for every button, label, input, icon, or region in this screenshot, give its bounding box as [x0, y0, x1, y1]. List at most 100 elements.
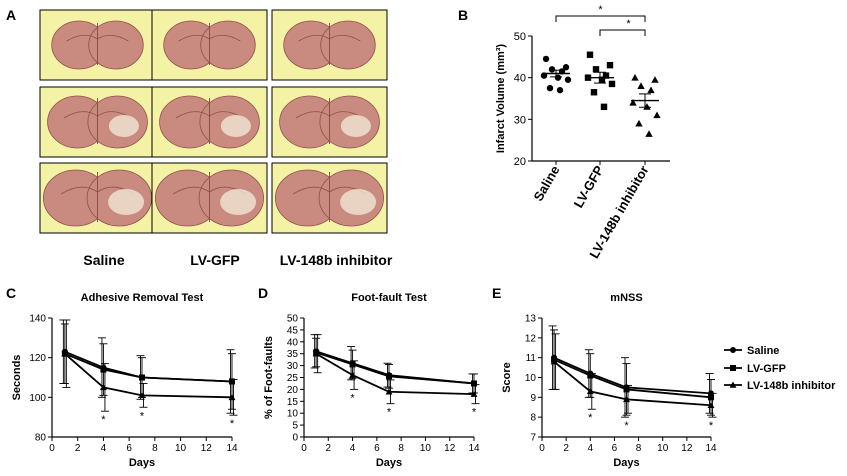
- data-point-2-0: [631, 73, 639, 81]
- y-axis-title: % of Foot-faults: [263, 336, 275, 419]
- x-tick-label: 6: [126, 443, 132, 454]
- chart-title: mNSS: [610, 292, 642, 304]
- legend-marker-circle: [730, 347, 736, 353]
- x-tick-label: 8: [398, 443, 404, 454]
- x-tick-label: 6: [374, 443, 380, 454]
- data-point-1-1: [587, 372, 594, 379]
- x-tick-label: 12: [681, 443, 693, 454]
- significance-star-1: *: [626, 18, 631, 30]
- legend-label: LV-GFP: [747, 363, 786, 375]
- x-tick-label: 10: [420, 443, 432, 454]
- y-tick-label: 7: [530, 433, 536, 444]
- corpus-callosum: [63, 111, 132, 119]
- brain-hemisphere-right: [200, 20, 256, 70]
- corpus-callosum: [172, 186, 247, 195]
- data-point-1-1: [349, 361, 356, 368]
- data-point-1-2: [592, 66, 600, 73]
- data-point-2-0: [312, 350, 320, 357]
- y-tick-label: 120: [29, 353, 46, 364]
- group-label-saline: Saline: [83, 252, 124, 268]
- y-tick-label: 10: [525, 373, 537, 384]
- panel-c: C Adhesive Removal Test 80 100 120 140 0 2 4 6 8 10…: [6, 285, 238, 469]
- significance-bracket-1: [599, 29, 646, 36]
- y-axis-title: Seconds: [11, 355, 23, 401]
- y-tick-label: 20: [514, 156, 526, 168]
- data-point-0-0: [542, 55, 550, 63]
- corpus-callosum: [175, 111, 244, 119]
- brain-hemisphere-right: [320, 20, 376, 70]
- series-line-1: [64, 352, 233, 383]
- data-point-2-0: [550, 358, 558, 365]
- y-tick-label: 8: [530, 413, 536, 424]
- group-label-lv-gfp: LV-GFP: [190, 252, 240, 268]
- data-point-2-4: [629, 98, 637, 106]
- infarct-lesion: [220, 189, 257, 215]
- data-point-1-1: [100, 366, 107, 373]
- y-tick-label: 45: [287, 325, 299, 336]
- category-label-1: LV-GFP: [571, 163, 607, 211]
- brain-tile-lv-gfp-1: [151, 9, 268, 81]
- panel-letter-a: A: [6, 7, 16, 23]
- data-point-0-6: [564, 76, 572, 83]
- data-point-1-1: [606, 61, 614, 69]
- y-tick-label: 20: [287, 385, 299, 396]
- data-point-2-7: [635, 119, 643, 127]
- y-tick-label: 5: [292, 421, 298, 432]
- brain-tile-lv-gfp-3: [151, 162, 268, 234]
- panel-letter-b: B: [458, 7, 468, 23]
- significance-star-2: *: [709, 420, 714, 432]
- x-axis-title: Days: [613, 457, 639, 469]
- series-line-1: [315, 351, 475, 385]
- brain-tile-lv-148b-inhibitor-3: [271, 162, 388, 234]
- brain-tile-saline-3: [39, 162, 156, 234]
- y-tick-label: 80: [35, 433, 47, 444]
- x-tick-label: 8: [152, 443, 158, 454]
- data-point-1-6: [608, 80, 616, 88]
- x-tick-label: 2: [75, 443, 81, 454]
- corpus-callosum: [66, 34, 129, 42]
- group-label-lv-148b-inhibitor: LV-148b inhibitor: [280, 252, 393, 268]
- legend-marker-triangle: [729, 381, 737, 388]
- x-tick-label: 0: [49, 443, 55, 454]
- data-point-1-8: [600, 103, 608, 111]
- y-tick-label: 12: [525, 333, 537, 344]
- x-tick-label: 8: [636, 443, 642, 454]
- corpus-callosum: [298, 34, 361, 42]
- x-tick-label: 2: [326, 443, 332, 454]
- data-point-2-3: [470, 390, 478, 397]
- significance-star-1: *: [624, 420, 629, 432]
- y-tick-label: 25: [287, 373, 299, 384]
- brain-tile-lv-gfp-2: [151, 86, 268, 158]
- data-point-2-2: [623, 395, 630, 403]
- x-axis-title: Days: [129, 457, 155, 469]
- brain-tile-lv-148b-inhibitor-2: [271, 86, 388, 158]
- x-tick-label: 12: [201, 443, 213, 454]
- significance-star-0: *: [101, 414, 106, 426]
- legend-item-2: LV-148b inhibitor: [724, 380, 836, 392]
- brain-tile-lv-148b-inhibitor-1: [271, 9, 388, 81]
- data-point-1-2: [623, 386, 630, 393]
- x-tick-label: 4: [588, 443, 594, 454]
- y-tick-label: 13: [525, 314, 537, 325]
- series-line-2: [315, 352, 475, 396]
- significance-star-1: *: [140, 410, 145, 422]
- x-tick-label: 14: [705, 443, 717, 454]
- panel-letter-c: C: [6, 285, 16, 301]
- data-point-0-2: [548, 66, 556, 73]
- significance-star-0: *: [598, 4, 603, 16]
- data-point-1-2: [139, 374, 145, 381]
- significance-star-2: *: [472, 407, 477, 419]
- y-tick-label: 30: [287, 361, 299, 372]
- x-tick-label: 10: [175, 443, 187, 454]
- series-line-0: [553, 356, 712, 395]
- significance-star-0: *: [588, 412, 593, 424]
- y-tick-label: 40: [287, 337, 299, 348]
- y-tick-label: 40: [514, 73, 526, 85]
- y-tick-label: 0: [292, 433, 298, 444]
- x-tick-label: 0: [539, 443, 545, 454]
- data-point-0-1: [562, 64, 570, 71]
- data-point-2-5: [643, 103, 651, 110]
- data-point-1-2: [386, 373, 392, 380]
- legend-marker-square: [730, 365, 736, 371]
